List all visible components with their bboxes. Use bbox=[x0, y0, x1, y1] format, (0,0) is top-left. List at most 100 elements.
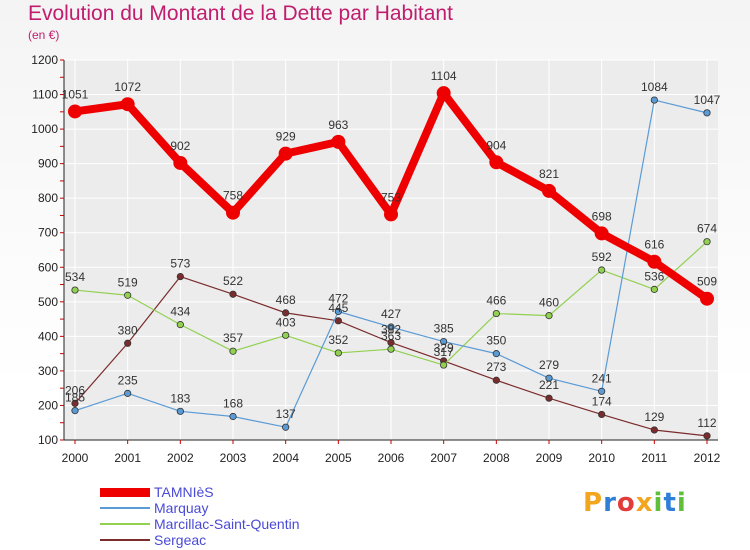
series-point-0-12 bbox=[700, 291, 714, 306]
series-point-3-8 bbox=[492, 376, 500, 384]
series-point-1-3 bbox=[229, 412, 237, 421]
proxiti-logo: Proxiti bbox=[583, 488, 687, 518]
logo-letter: i bbox=[653, 488, 664, 518]
x-tick-label-9: 2009 bbox=[536, 451, 563, 465]
data-label-2-7: 317 bbox=[434, 345, 454, 359]
series-point-0-4 bbox=[278, 146, 293, 161]
data-label-1-5: 472 bbox=[328, 291, 348, 305]
data-label-1-3: 168 bbox=[223, 397, 243, 411]
data-label-3-10: 174 bbox=[592, 394, 612, 408]
data-label-0-11: 616 bbox=[644, 238, 664, 252]
x-tick-label-10: 2010 bbox=[588, 451, 615, 465]
data-label-3-5: 445 bbox=[328, 301, 348, 315]
data-label-1-6: 427 bbox=[381, 307, 401, 321]
series-point-0-11 bbox=[647, 254, 662, 269]
data-label-0-12: 509 bbox=[697, 275, 717, 289]
series-point-1-9 bbox=[545, 374, 553, 382]
series-point-2-7 bbox=[440, 361, 448, 369]
series-point-0-8 bbox=[489, 155, 504, 170]
data-label-1-0: 185 bbox=[65, 391, 85, 405]
data-label-2-2: 434 bbox=[170, 305, 190, 319]
series-point-3-10 bbox=[598, 410, 606, 419]
data-label-1-7: 385 bbox=[434, 322, 454, 336]
data-label-3-4: 468 bbox=[276, 293, 296, 307]
y-tick-label-7: 800 bbox=[38, 191, 58, 205]
series-point-3-11 bbox=[650, 426, 658, 434]
series-point-3-0 bbox=[71, 399, 79, 407]
series-point-2-10 bbox=[598, 266, 606, 274]
data-label-2-11: 536 bbox=[644, 269, 664, 283]
data-label-0-6: 753 bbox=[381, 190, 401, 204]
series-point-1-0 bbox=[71, 407, 79, 415]
data-label-2-0: 534 bbox=[65, 270, 85, 284]
series-point-0-5 bbox=[331, 134, 346, 149]
legend-label-1: Marquay bbox=[154, 500, 209, 516]
y-tick-label-3: 400 bbox=[38, 329, 58, 343]
logo-letter: x bbox=[635, 488, 654, 518]
data-label-3-8: 273 bbox=[486, 360, 506, 374]
y-tick-label-10: 1100 bbox=[32, 88, 58, 102]
series-point-3-3 bbox=[229, 290, 237, 298]
x-tick-label-1: 2001 bbox=[114, 451, 141, 465]
series-point-1-2 bbox=[176, 407, 184, 415]
series-point-1-5 bbox=[334, 307, 342, 316]
y-tick-label-2: 300 bbox=[38, 364, 58, 378]
y-tick-label-9: 1000 bbox=[31, 122, 58, 136]
x-tick-label-12: 2012 bbox=[694, 451, 721, 465]
y-tick-label-11: 1200 bbox=[31, 53, 58, 67]
x-tick-label-7: 2007 bbox=[430, 451, 457, 465]
x-tick-label-3: 2003 bbox=[220, 451, 247, 465]
series-point-1-8 bbox=[492, 350, 500, 358]
x-tick-label-11: 2011 bbox=[641, 451, 667, 465]
series-point-2-1 bbox=[124, 291, 132, 299]
data-label-2-1: 519 bbox=[118, 275, 138, 289]
data-label-1-9: 279 bbox=[539, 358, 559, 372]
series-point-3-9 bbox=[545, 394, 553, 402]
data-label-0-9: 821 bbox=[539, 167, 559, 181]
data-label-0-8: 904 bbox=[486, 138, 506, 152]
data-label-2-12: 674 bbox=[697, 222, 717, 236]
data-label-3-11: 129 bbox=[644, 410, 664, 424]
series-point-1-7 bbox=[440, 337, 448, 346]
data-label-0-4: 929 bbox=[276, 130, 296, 144]
legend-swatch-3 bbox=[100, 539, 150, 541]
data-label-1-4: 137 bbox=[276, 407, 296, 421]
series-point-2-6 bbox=[387, 345, 395, 353]
series-point-0-3 bbox=[226, 205, 240, 220]
data-label-2-6: 363 bbox=[381, 329, 401, 343]
series-point-3-4 bbox=[282, 309, 290, 317]
chart-subtitle: (en €) bbox=[28, 28, 60, 42]
series-point-3-5 bbox=[334, 317, 342, 325]
legend-swatch-0 bbox=[100, 487, 150, 497]
data-label-0-3: 758 bbox=[223, 189, 243, 203]
series-point-2-9 bbox=[545, 312, 553, 320]
data-label-1-12: 1047 bbox=[694, 93, 721, 107]
series-point-2-5 bbox=[334, 349, 342, 357]
x-tick-label-5: 2005 bbox=[325, 451, 352, 465]
legend-swatch-2 bbox=[100, 523, 150, 525]
data-label-3-2: 573 bbox=[170, 257, 190, 271]
y-tick-label-8: 900 bbox=[38, 157, 58, 171]
series-point-2-11 bbox=[650, 285, 658, 293]
data-label-3-12: 112 bbox=[697, 416, 716, 430]
series-point-1-4 bbox=[282, 423, 290, 431]
logo-letter: P bbox=[583, 488, 604, 518]
logo-letter: o bbox=[616, 488, 636, 518]
series-point-0-6 bbox=[384, 207, 398, 222]
series-point-0-1 bbox=[120, 97, 135, 112]
logo-letter: t bbox=[663, 488, 677, 518]
data-label-2-9: 460 bbox=[539, 296, 559, 310]
data-label-2-3: 357 bbox=[223, 331, 243, 345]
x-tick-label-4: 2004 bbox=[272, 451, 299, 465]
series-point-1-6 bbox=[387, 323, 395, 331]
data-label-0-7: 1104 bbox=[431, 69, 457, 83]
x-tick-label-0: 2000 bbox=[62, 451, 89, 465]
data-label-1-10: 241 bbox=[592, 371, 612, 385]
series-point-1-12 bbox=[703, 109, 711, 117]
y-tick-label-5: 600 bbox=[38, 260, 58, 274]
data-label-3-3: 522 bbox=[223, 274, 243, 288]
series-point-3-2 bbox=[176, 272, 184, 281]
data-label-3-1: 380 bbox=[118, 323, 138, 337]
